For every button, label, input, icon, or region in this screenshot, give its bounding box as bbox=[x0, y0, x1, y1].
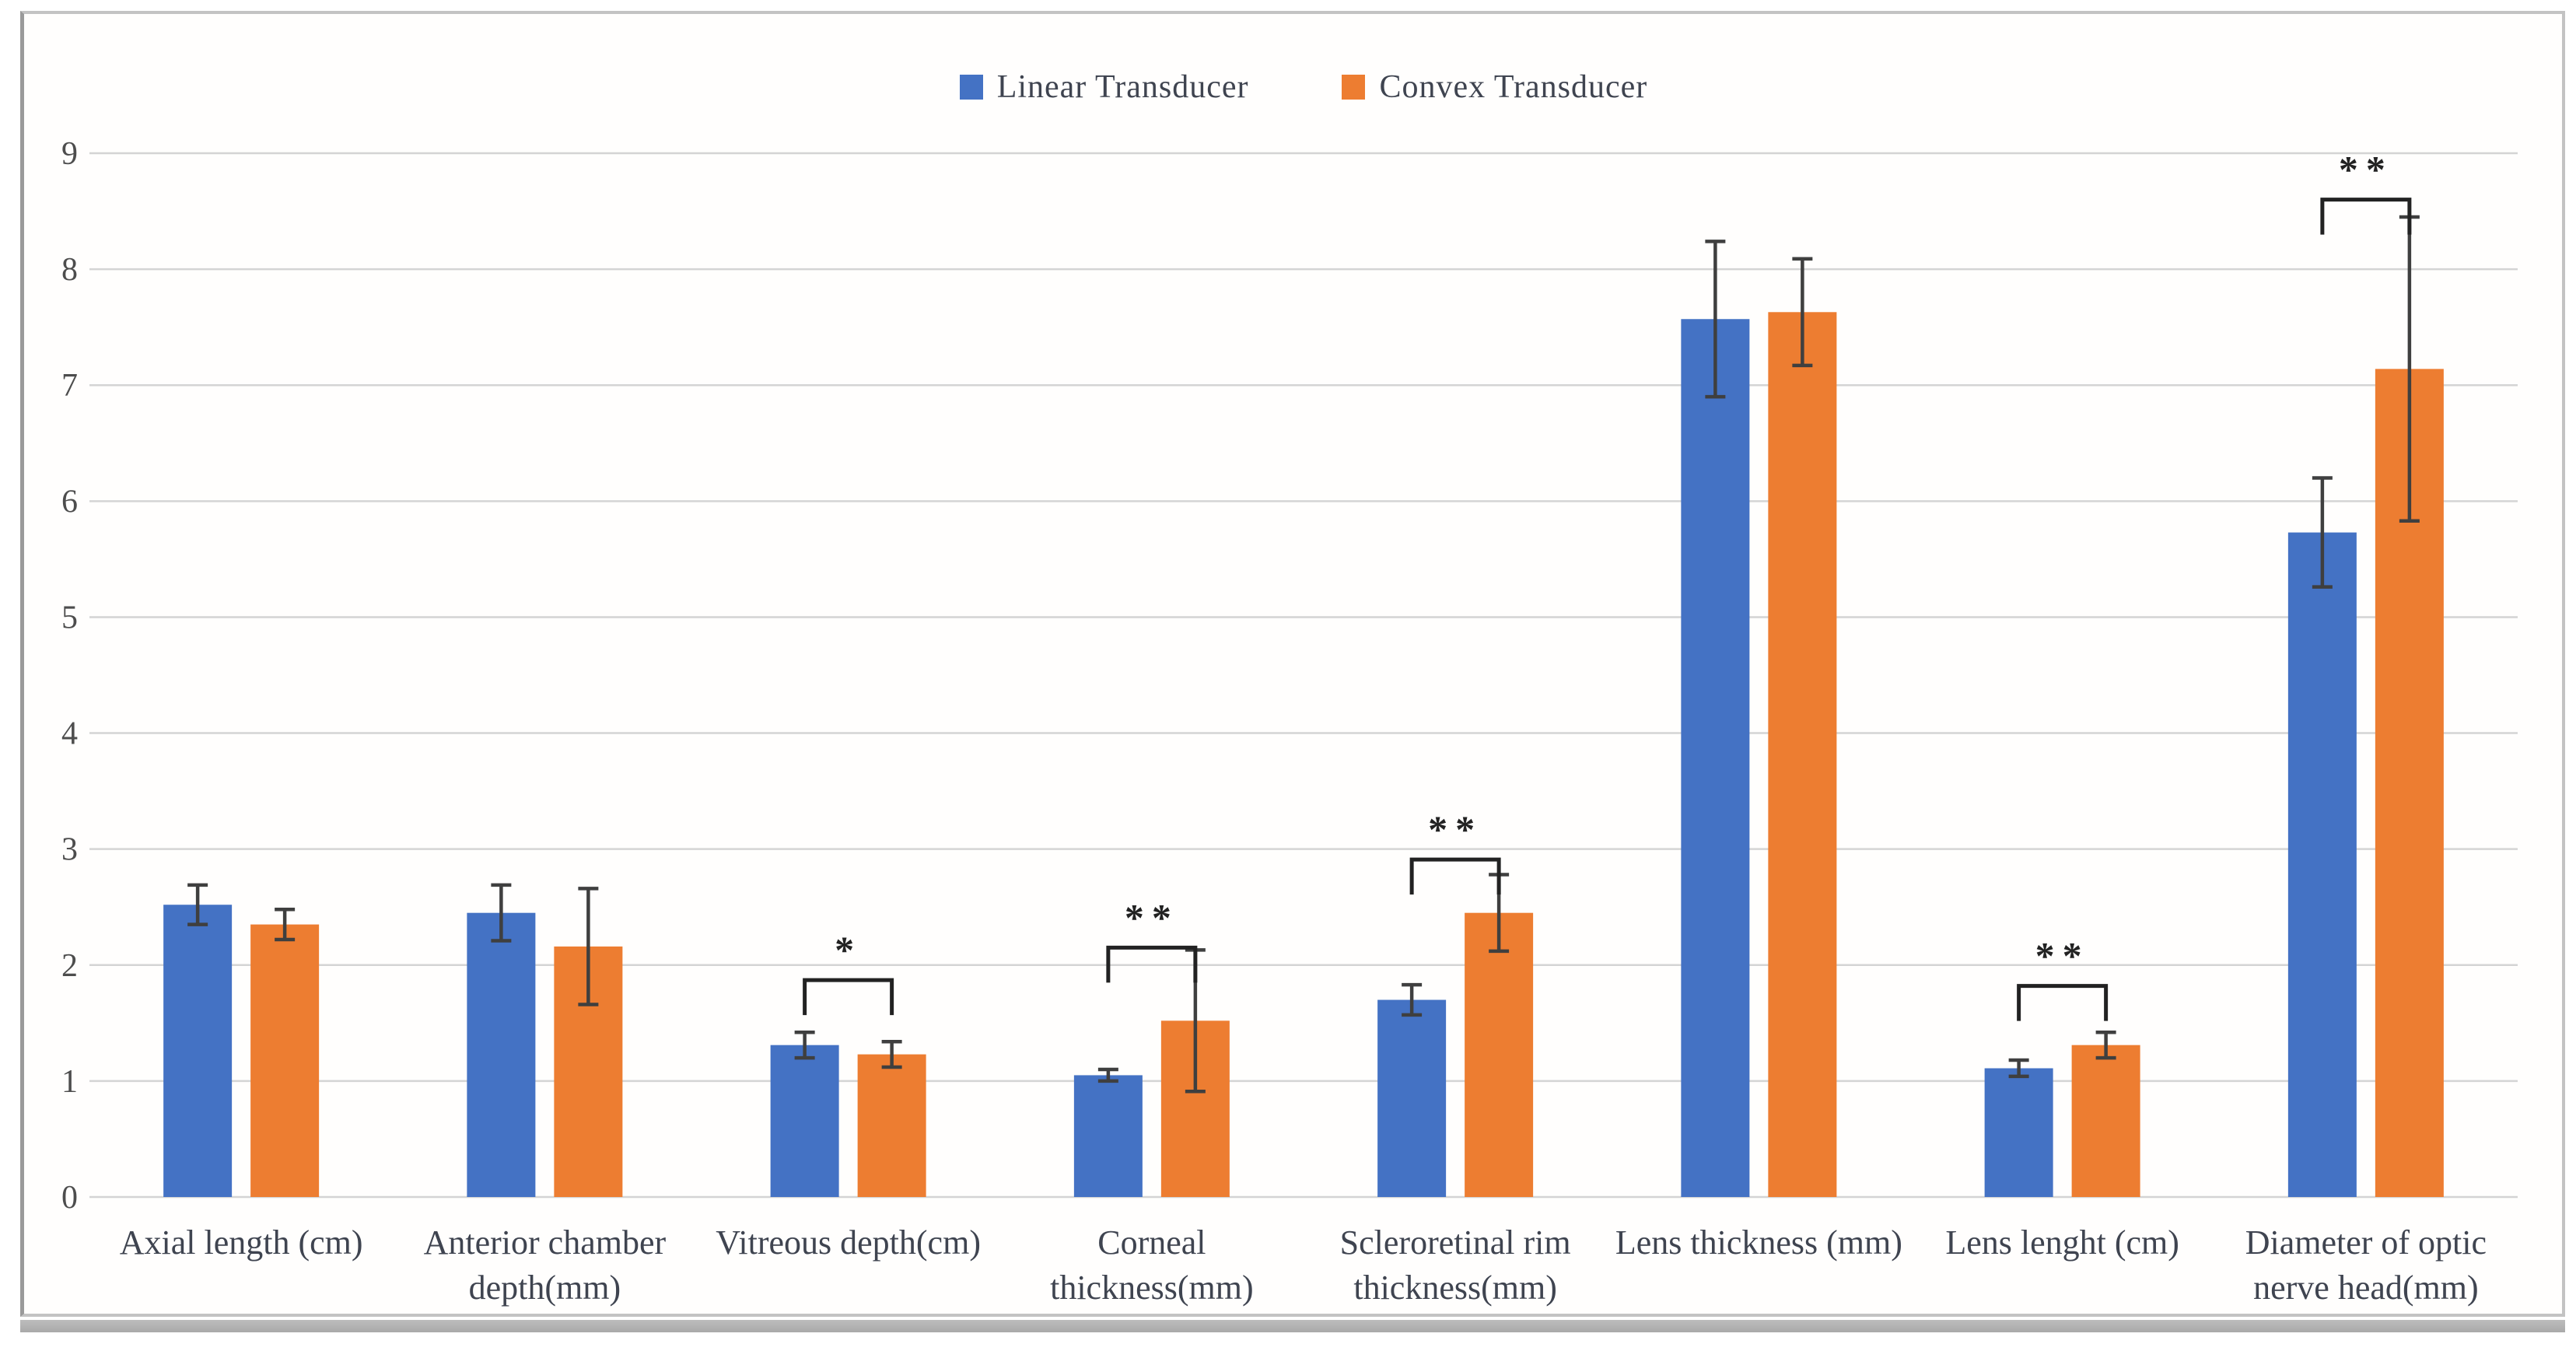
y-axis-tick-label: 8 bbox=[61, 252, 78, 288]
significance-stars: ** bbox=[2035, 934, 2090, 978]
y-axis-tick-label: 9 bbox=[61, 136, 78, 172]
category-label: thickness(mm) bbox=[1353, 1269, 1557, 1307]
significance-bracket bbox=[2017, 984, 2109, 1021]
bar-convex bbox=[1465, 912, 1534, 1197]
category-label: Lens lenght (cm) bbox=[1945, 1223, 2179, 1262]
legend-item-convex: Convex Transducer bbox=[1342, 68, 1647, 106]
legend-swatch-linear-icon bbox=[959, 75, 983, 100]
significance-stars: ** bbox=[1428, 807, 1482, 851]
bar-convex bbox=[857, 1054, 926, 1197]
bar-linear bbox=[2287, 532, 2357, 1197]
bar-convex bbox=[250, 924, 320, 1197]
category-label: Vitreous depth(cm) bbox=[716, 1223, 981, 1262]
bar-convex bbox=[2071, 1045, 2140, 1197]
legend-item-linear: Linear Transducer bbox=[959, 68, 1249, 106]
significance-stars: * bbox=[835, 928, 862, 971]
y-axis-tick-label: 7 bbox=[61, 368, 78, 404]
category-label: Axial length (cm) bbox=[120, 1223, 363, 1262]
category-label: thickness(mm) bbox=[1050, 1269, 1254, 1307]
significance-bracket bbox=[803, 978, 894, 1016]
page-edge-shadow bbox=[20, 1320, 2565, 1332]
y-axis-tick-label: 0 bbox=[61, 1180, 78, 1216]
category-label: Diameter of optic bbox=[2245, 1223, 2487, 1262]
bar-linear bbox=[1984, 1068, 2053, 1197]
bar-linear bbox=[770, 1045, 839, 1197]
significance-bracket bbox=[1409, 857, 1501, 895]
y-axis-tick-label: 5 bbox=[61, 600, 78, 635]
bar-convex bbox=[1768, 312, 1837, 1197]
category-label: Lens thickness (mm) bbox=[1615, 1223, 1902, 1262]
legend-label-linear: Linear Transducer bbox=[996, 69, 1249, 105]
category-label: Anterior chamber bbox=[424, 1223, 667, 1262]
figure-border bbox=[20, 11, 2565, 1317]
y-axis-tick-label: 6 bbox=[61, 484, 78, 520]
legend-swatch-convex-icon bbox=[1342, 75, 1366, 100]
bar-linear bbox=[163, 905, 233, 1197]
category-label: depth(mm) bbox=[469, 1269, 621, 1307]
significance-stars: ** bbox=[2339, 148, 2393, 191]
bar-linear bbox=[1681, 319, 1750, 1197]
legend-label-convex: Convex Transducer bbox=[1379, 69, 1648, 105]
bar-linear bbox=[1377, 999, 1447, 1197]
y-axis-tick-label: 2 bbox=[61, 948, 78, 984]
significance-bracket bbox=[2320, 198, 2412, 235]
significance-stars: ** bbox=[1125, 895, 1179, 939]
y-axis-tick-label: 1 bbox=[61, 1064, 78, 1100]
significance-bracket bbox=[1106, 945, 1198, 983]
bar-linear bbox=[1073, 1075, 1143, 1197]
category-label: Corneal bbox=[1097, 1223, 1206, 1262]
y-axis-tick-label: 3 bbox=[61, 832, 78, 868]
category-label: Scleroretinal rim bbox=[1340, 1223, 1571, 1262]
bar-linear bbox=[467, 912, 536, 1197]
legend: Linear Transducer Convex Transducer bbox=[89, 68, 2518, 106]
y-axis-tick-label: 4 bbox=[61, 716, 78, 752]
category-label: nerve head(mm) bbox=[2253, 1269, 2479, 1307]
